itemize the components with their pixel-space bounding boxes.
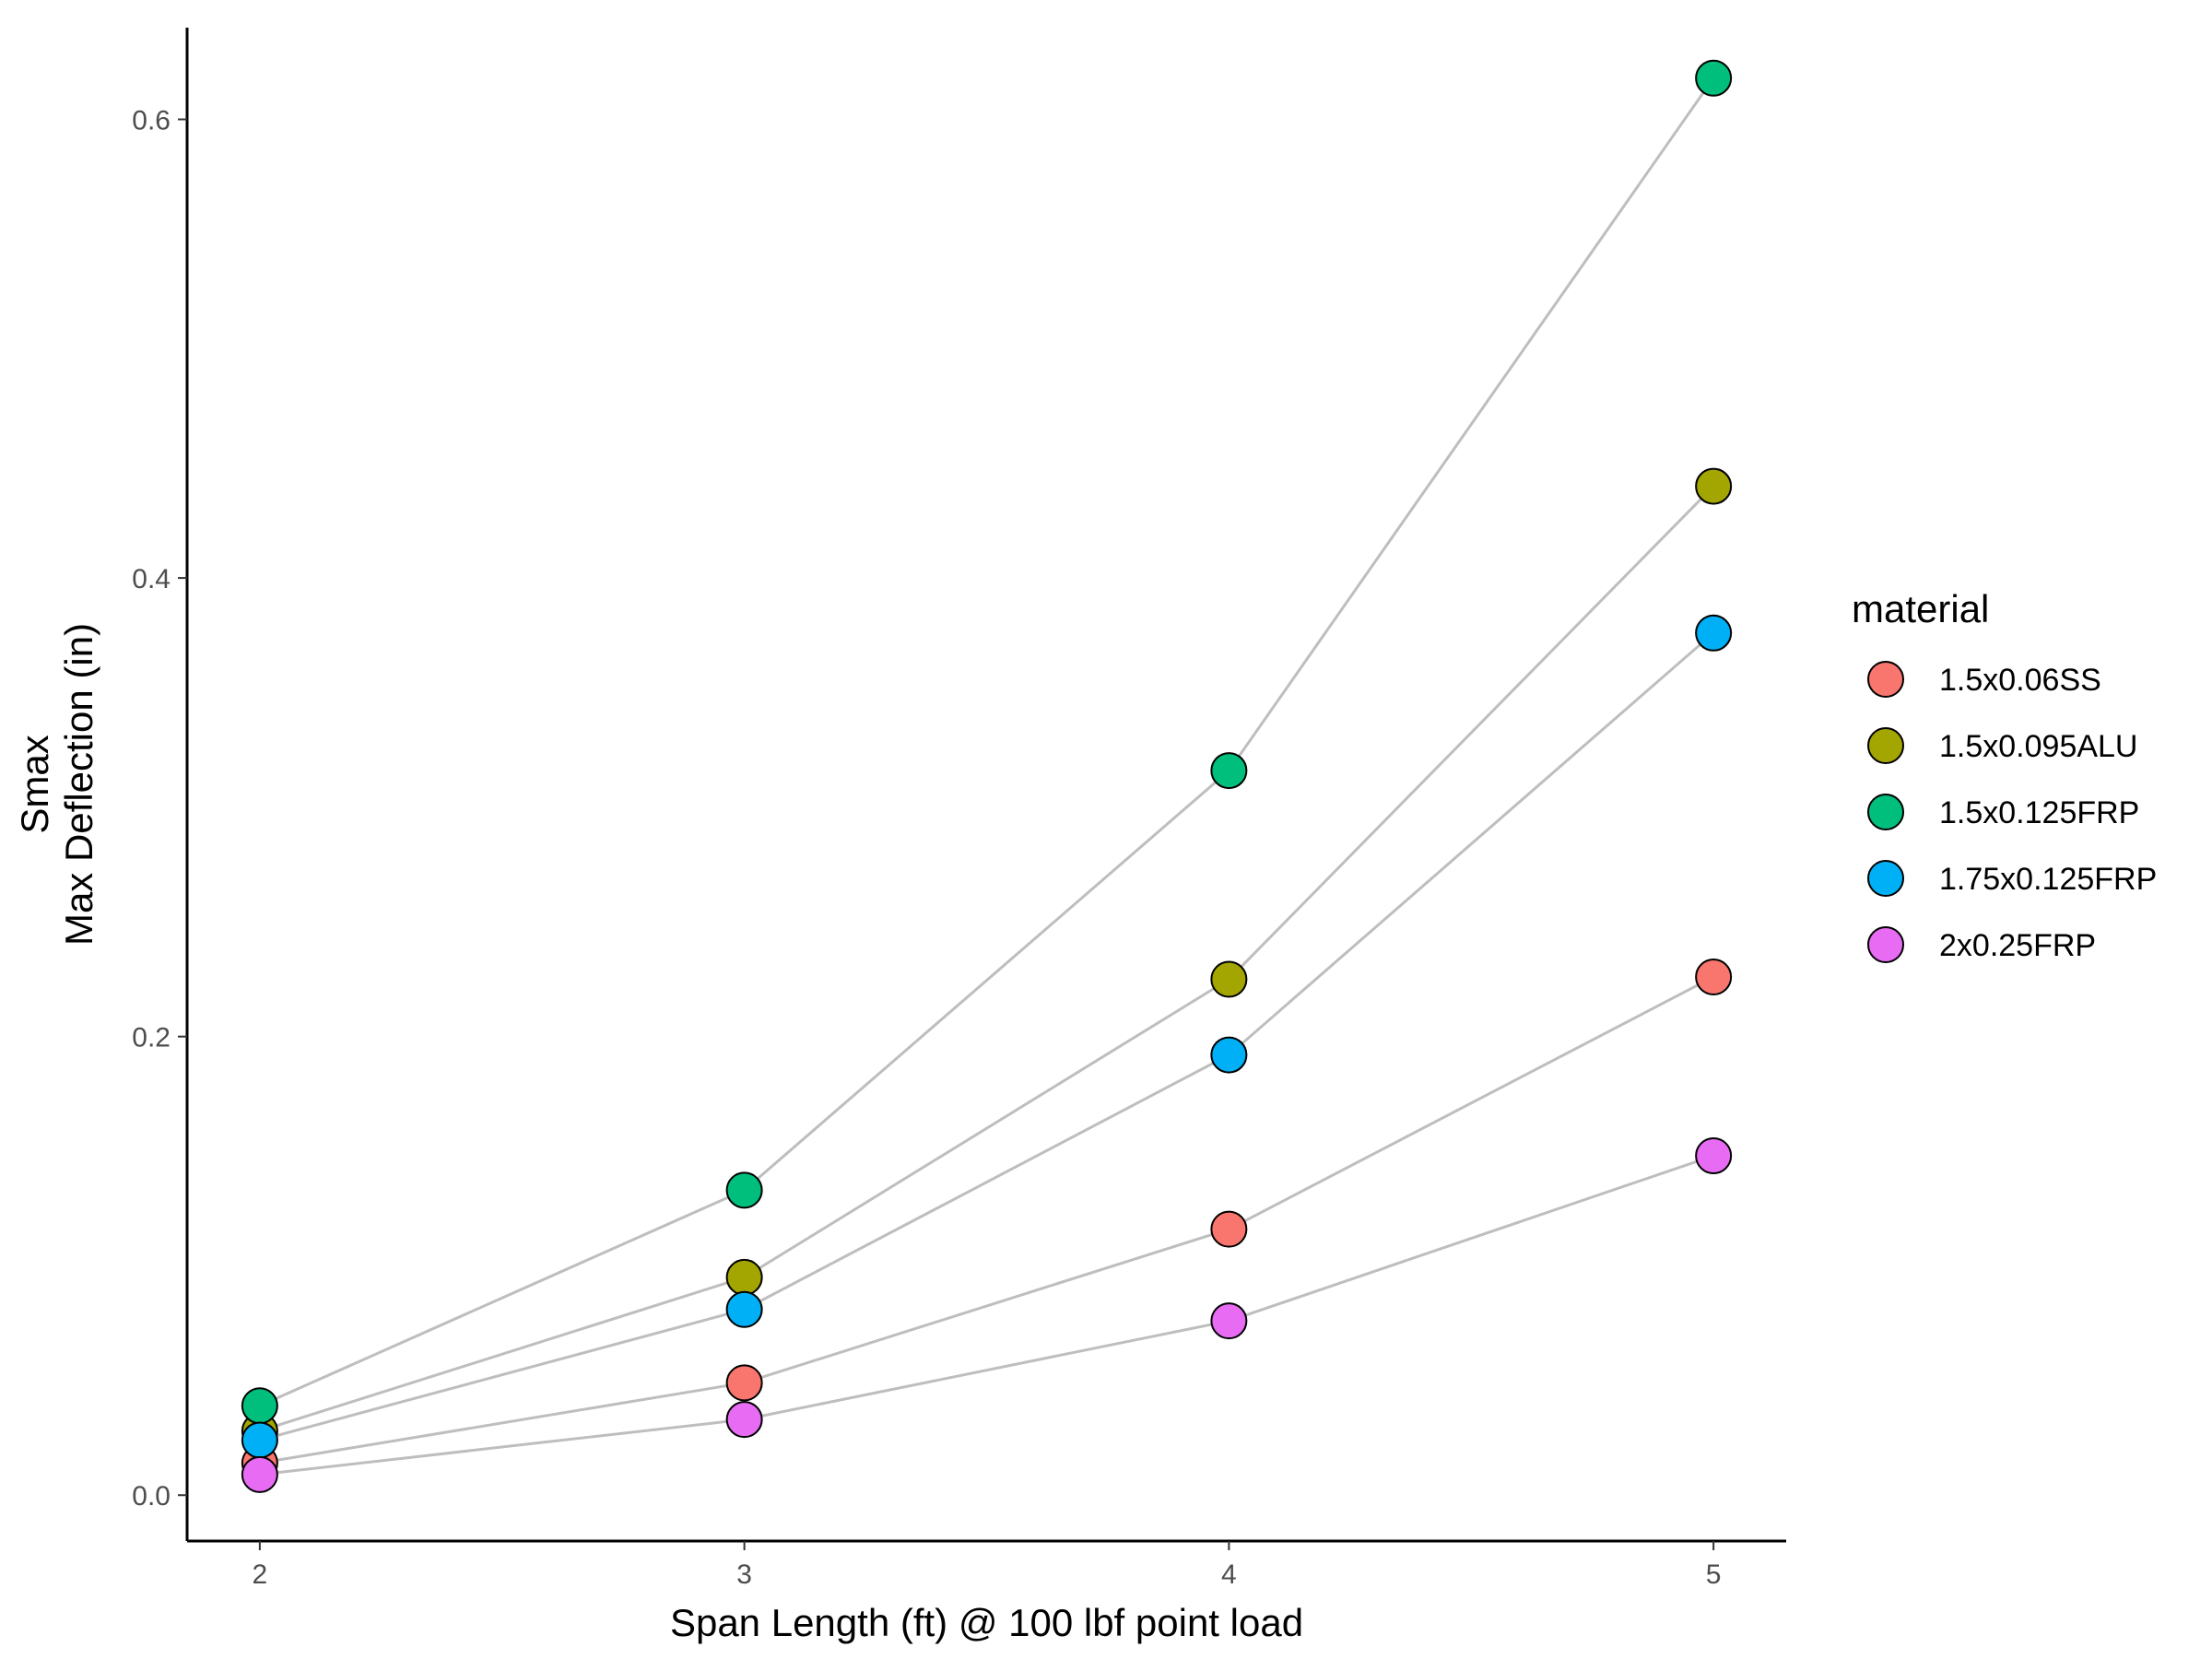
data-point xyxy=(1210,960,1248,998)
legend-label: 2x0.25FRP xyxy=(1939,928,2096,963)
series-points xyxy=(241,59,1733,1493)
data-point xyxy=(1210,752,1248,790)
x-axis-ticks: 2 3 4 5 xyxy=(253,1541,1722,1590)
data-point xyxy=(1695,614,1733,652)
data-point xyxy=(241,1387,278,1425)
y-axis-title-line-2: Max Deflection (in) xyxy=(57,623,100,946)
data-point xyxy=(725,1290,763,1328)
legend-title: material xyxy=(1852,587,1989,630)
series-line-3 xyxy=(259,631,1715,1441)
series-line-0 xyxy=(259,975,1714,1465)
data-point xyxy=(1695,467,1733,505)
data-point xyxy=(725,1258,763,1296)
series-line-2 xyxy=(259,76,1715,1407)
y-tick-label: 0.4 xyxy=(132,564,171,594)
legend-label: 1.5x0.06SS xyxy=(1939,663,2101,698)
data-point xyxy=(725,1364,763,1402)
data-point xyxy=(1695,958,1733,995)
series-line-1 xyxy=(259,485,1715,1433)
data-point xyxy=(1210,1036,1248,1074)
y-tick-label: 0.2 xyxy=(132,1023,171,1053)
y-axis-title-line-1: Smax xyxy=(13,735,56,833)
data-point xyxy=(725,1171,763,1209)
x-tick-label: 4 xyxy=(1221,1559,1237,1590)
x-tick-label: 2 xyxy=(253,1559,268,1590)
y-axis-ticks: 0.0 0.2 0.4 0.6 xyxy=(132,106,187,1512)
series-lines xyxy=(259,76,1715,1477)
legend-label: 1.5x0.095ALU xyxy=(1939,729,2138,764)
x-tick-label: 5 xyxy=(1706,1559,1722,1590)
data-point xyxy=(1695,59,1733,97)
legend-key xyxy=(1867,661,1904,698)
data-point xyxy=(241,1421,278,1459)
legend-key xyxy=(1867,727,1904,764)
legend: material 1.5x0.06SS 1.5x0.095ALU 1.5x0.125… xyxy=(1852,587,2157,963)
legend-key xyxy=(1867,794,1904,830)
y-axis-title: Smax Max Deflection (in) xyxy=(13,623,100,946)
legend-key xyxy=(1867,926,1904,963)
x-tick-label: 3 xyxy=(736,1559,752,1590)
data-point xyxy=(725,1401,763,1439)
data-point xyxy=(1695,1137,1733,1175)
series-line-4 xyxy=(259,1154,1714,1477)
data-point xyxy=(1210,1302,1248,1340)
axes xyxy=(185,28,1786,1543)
data-point xyxy=(1210,1210,1248,1248)
legend-key xyxy=(1867,860,1904,897)
x-axis-title: Span Length (ft) @ 100 lbf point load xyxy=(670,1601,1303,1644)
legend-label: 1.75x0.125FRP xyxy=(1939,862,2157,897)
y-tick-label: 0.6 xyxy=(132,106,171,136)
data-point xyxy=(241,1455,278,1493)
y-tick-label: 0.0 xyxy=(132,1481,171,1512)
legend-label: 1.5x0.125FRP xyxy=(1939,795,2139,830)
